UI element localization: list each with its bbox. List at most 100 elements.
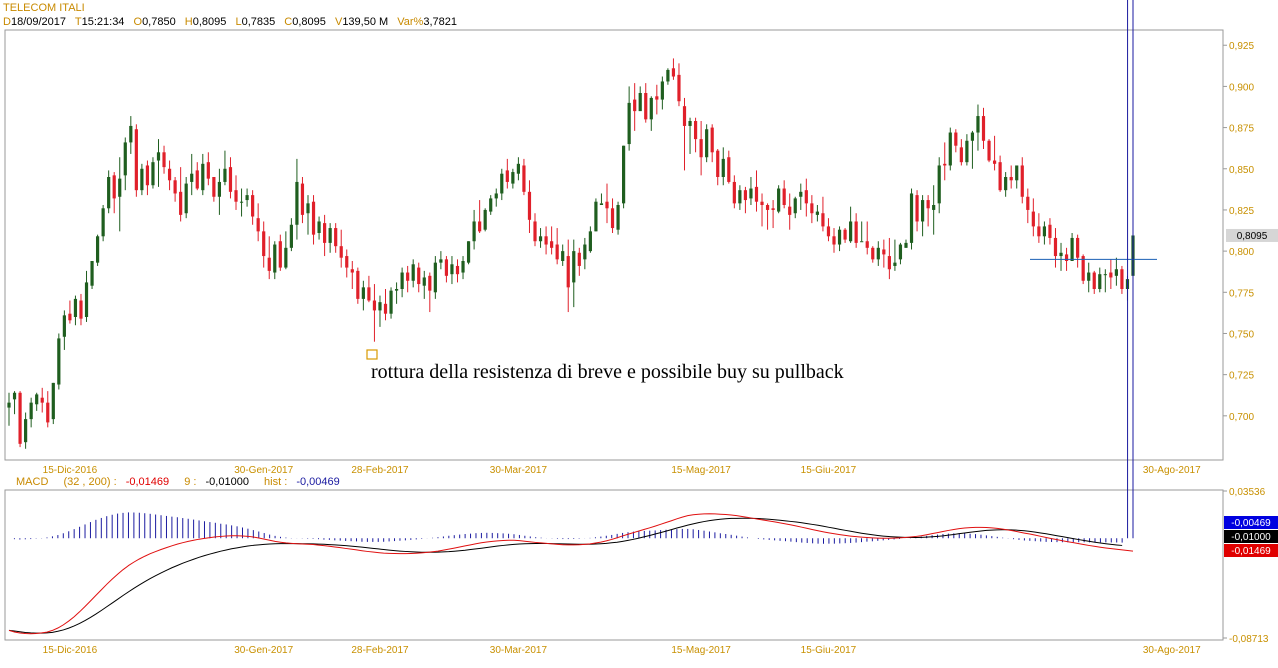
candle-body xyxy=(1042,226,1047,237)
candle-body xyxy=(721,158,725,177)
candle-body xyxy=(1064,254,1069,261)
signal-value: -0,01000 xyxy=(205,476,249,488)
price-tick-label: 0,750 xyxy=(1229,329,1254,340)
candle-body xyxy=(1048,224,1052,238)
date-label: 30-Ago-2017 xyxy=(1143,645,1201,656)
candle-body xyxy=(965,140,969,163)
time-value: 15:21:34 xyxy=(81,16,125,28)
candle-body xyxy=(345,256,349,268)
macd-line xyxy=(8,513,1134,635)
candle-body xyxy=(79,300,83,319)
date-label: 28-Feb-2017 xyxy=(351,645,409,656)
candle-body xyxy=(937,165,941,204)
candle-body xyxy=(35,394,39,405)
macd-tag-box xyxy=(1224,516,1278,529)
candle-body xyxy=(450,264,454,275)
candle-body xyxy=(610,208,615,229)
candle-body xyxy=(804,190,808,204)
candle-body xyxy=(727,157,731,182)
date-label: 15-Giu-2017 xyxy=(801,465,857,476)
candle-body xyxy=(754,186,759,202)
candle-body xyxy=(660,81,664,100)
var-value: 3,7821 xyxy=(423,16,457,28)
candle-body xyxy=(461,261,465,273)
date-label: 15-Giu-2017 xyxy=(801,645,857,656)
candle-body xyxy=(876,247,880,260)
candle-body xyxy=(372,300,377,311)
candle-body xyxy=(511,172,515,184)
candle-body xyxy=(123,142,127,176)
candle-body xyxy=(317,221,321,233)
candle-body xyxy=(976,116,980,133)
candle-body xyxy=(583,244,587,260)
candle-body xyxy=(251,195,255,217)
candle-body xyxy=(101,208,105,237)
price-tick-label: 0,725 xyxy=(1229,371,1254,382)
candle-body xyxy=(112,175,116,199)
candle-body xyxy=(760,201,764,205)
candle-body xyxy=(156,152,161,161)
candle-body xyxy=(439,259,443,263)
candle-body xyxy=(932,205,936,210)
candle-body xyxy=(494,193,498,199)
price-panel-frame xyxy=(4,29,1224,461)
macd-tick-label: -0,08713 xyxy=(1229,634,1269,645)
candle-body xyxy=(406,272,410,281)
candle-body xyxy=(981,116,986,141)
candle-body xyxy=(295,181,299,225)
candle-body xyxy=(1087,272,1091,281)
candle-body xyxy=(544,236,548,245)
candle-body xyxy=(1081,256,1085,281)
candle-body xyxy=(655,96,659,100)
macd-name: MACD xyxy=(16,476,49,488)
macd-tick-label: 0,03536 xyxy=(1229,487,1266,498)
candle-body xyxy=(705,129,709,158)
date-label: 15-Mag-2017 xyxy=(671,645,731,656)
candle-body xyxy=(954,132,958,146)
candle-body xyxy=(893,262,897,266)
date-label: 30-Mar-2017 xyxy=(490,645,548,656)
hist-label: hist : xyxy=(264,476,288,488)
candle-body xyxy=(527,191,532,220)
volume-key: V xyxy=(334,16,343,28)
candle-body xyxy=(51,382,55,420)
candle-body xyxy=(455,265,460,275)
candle-body xyxy=(7,402,11,408)
macd-histogram xyxy=(13,0,1134,544)
date-label: 30-Ago-2017 xyxy=(1143,465,1201,476)
candle-body xyxy=(854,221,858,243)
candle-body xyxy=(799,191,803,197)
price-tick-label: 0,700 xyxy=(1229,412,1254,423)
candle-body xyxy=(62,315,66,337)
candle-body xyxy=(566,256,570,288)
candle-body xyxy=(1009,177,1013,181)
candle-body xyxy=(627,102,631,145)
candle-body xyxy=(444,259,449,276)
price-tick-label: 0,875 xyxy=(1229,124,1254,135)
candle-body xyxy=(738,190,742,204)
volume-value: 139,50 M xyxy=(342,16,389,28)
hist-value: -0,00469 xyxy=(296,476,340,488)
price-tick-label: 0,850 xyxy=(1229,165,1254,176)
candle-body xyxy=(466,241,471,263)
candle-body xyxy=(594,201,598,232)
candle-body xyxy=(577,252,581,266)
candle-body xyxy=(516,163,520,174)
price-y-axis: 0,925 0,900 0,875 0,850 0,825 0,800 0,775 0,750… xyxy=(1223,41,1254,423)
candle-body xyxy=(926,200,930,209)
candle-body xyxy=(489,198,493,212)
low-key: L xyxy=(235,16,242,28)
candle-body xyxy=(228,167,233,192)
candle-body xyxy=(118,178,122,197)
candle-body xyxy=(599,203,604,205)
candle-body xyxy=(46,402,50,423)
candle-body xyxy=(367,287,371,301)
candle-body xyxy=(245,195,249,201)
candle-body xyxy=(1059,252,1063,257)
candle-body xyxy=(472,221,476,242)
candle-body xyxy=(793,198,797,214)
candle-body xyxy=(671,68,676,77)
candle-body xyxy=(550,241,554,248)
candle-body xyxy=(57,338,61,385)
